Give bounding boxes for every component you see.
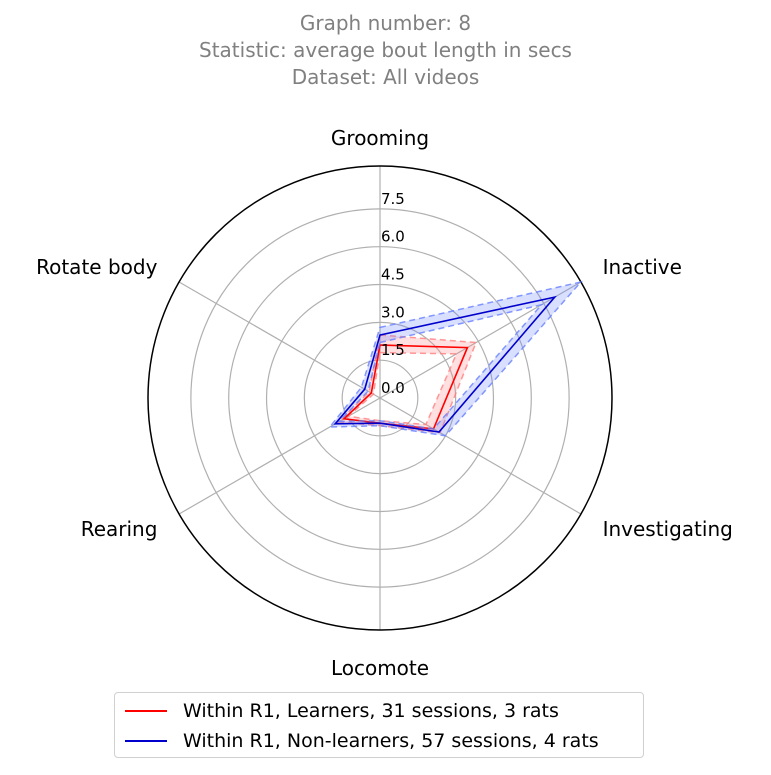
grid-spoke-1 (379, 281, 582, 399)
title-line-1: Graph number: 8 (299, 11, 472, 35)
series-0-lower (346, 351, 458, 426)
rtick-label-0: 0.0 (381, 379, 405, 397)
legend-swatch-learners (125, 710, 167, 712)
series-1-band (329, 282, 581, 436)
legend-label-learners: Within R1, Learners, 31 sessions, 3 rats (183, 700, 559, 722)
series-1-line (333, 295, 557, 433)
category-label-locomote: Locomote (331, 656, 429, 680)
rtick-label-2: 3.0 (381, 303, 405, 321)
polar-frame (147, 165, 613, 631)
title-line-3: Dataset: All videos (291, 65, 480, 89)
legend: Within R1, Learners, 31 sessions, 3 rats… (114, 692, 644, 758)
category-label-inactive: Inactive (603, 255, 682, 279)
rtick-label-4: 6.0 (381, 228, 405, 246)
radar-chart: 0.0 1.5 3.0 4.5 6.0 7.5 Grooming Inactive Invest… (36, 126, 733, 680)
category-label-investigating: Investigating (603, 517, 733, 541)
rtick-label-1: 1.5 (381, 341, 405, 359)
legend-item-non-learners: Within R1, Non-learners, 57 sessions, 4 … (125, 726, 633, 756)
category-label-rearing: Rearing (81, 517, 158, 541)
grid-spoke-5 (178, 281, 381, 399)
legend-item-learners: Within R1, Learners, 31 sessions, 3 rats (125, 696, 633, 726)
category-label-rotate-body: Rotate body (36, 255, 157, 279)
category-label-grooming: Grooming (331, 126, 429, 150)
legend-label-non-learners: Within R1, Non-learners, 57 sessions, 4 … (183, 730, 599, 752)
series-1-upper (328, 280, 583, 437)
series-1-lower (337, 303, 544, 430)
legend-swatch-non-learners (125, 740, 167, 742)
rtick-label-3: 4.5 (381, 266, 405, 284)
rtick-label-5: 7.5 (381, 190, 405, 208)
chart-title: Graph number: 8 Statistic: average bout … (0, 10, 771, 91)
series-0-upper (336, 334, 478, 434)
grid-spoke-2 (379, 397, 582, 515)
title-line-2: Statistic: average bout length in secs (199, 38, 572, 62)
